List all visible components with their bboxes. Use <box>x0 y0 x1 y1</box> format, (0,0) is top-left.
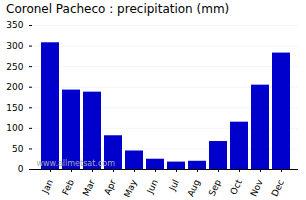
svg-text:350: 350 <box>6 20 23 30</box>
svg-text:Sep: Sep <box>207 178 223 197</box>
svg-text:200: 200 <box>6 82 23 92</box>
svg-text:May: May <box>122 177 139 197</box>
svg-text:www.allmetsat.com: www.allmetsat.com <box>37 159 116 168</box>
svg-text:Feb: Feb <box>60 178 76 197</box>
svg-text:Dec: Dec <box>269 178 285 197</box>
svg-text:Aug: Aug <box>185 178 201 197</box>
svg-text:250: 250 <box>6 62 23 72</box>
svg-text:100: 100 <box>6 123 23 133</box>
svg-text:150: 150 <box>6 103 23 113</box>
svg-text:0: 0 <box>18 164 24 174</box>
svg-text:Jan: Jan <box>40 178 55 196</box>
svg-text:Mar: Mar <box>81 178 97 197</box>
svg-text:Apr: Apr <box>102 178 118 197</box>
html-text:Coronel Pacheco : precipitatio: Coronel Pacheco : precipitation (mm) <box>6 2 230 16</box>
svg-text:Jul: Jul <box>167 178 181 193</box>
svg-text:Jun: Jun <box>144 178 159 196</box>
svg-text:300: 300 <box>6 41 23 51</box>
svg-text:Oct: Oct <box>228 178 244 197</box>
svg-text:Nov: Nov <box>248 177 265 197</box>
svg-text:50: 50 <box>12 144 24 154</box>
